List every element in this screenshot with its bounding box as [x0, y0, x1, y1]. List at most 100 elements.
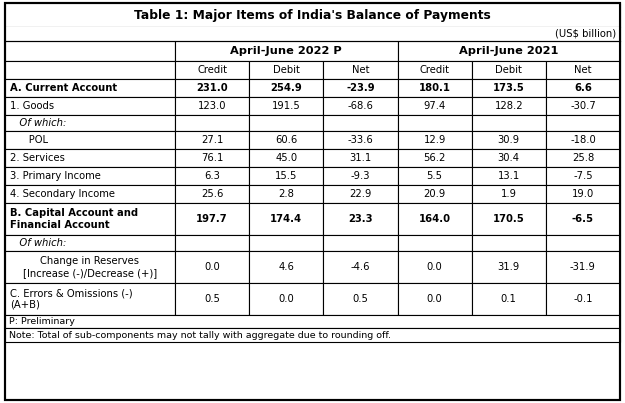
Bar	[472, 97, 546, 115]
Text: 174.4: 174.4	[270, 214, 302, 224]
Text: 197.7: 197.7	[196, 214, 228, 224]
Bar	[323, 149, 398, 167]
Bar	[175, 203, 249, 235]
Text: POL: POL	[10, 135, 48, 145]
Bar	[175, 149, 249, 167]
Bar	[175, 61, 249, 79]
Text: 13.1: 13.1	[498, 171, 520, 181]
Bar	[5, 61, 175, 79]
Text: 1. Goods: 1. Goods	[10, 101, 54, 111]
Text: April-June 2022 P: April-June 2022 P	[231, 46, 342, 56]
Text: -4.6: -4.6	[351, 262, 370, 272]
Bar	[398, 149, 472, 167]
Text: -0.1: -0.1	[573, 294, 592, 304]
Text: Net: Net	[574, 65, 592, 75]
Text: -6.5: -6.5	[572, 214, 594, 224]
Text: Debit: Debit	[272, 65, 300, 75]
Bar	[175, 41, 398, 61]
Text: 231.0: 231.0	[196, 83, 228, 93]
Text: Of which:: Of which:	[10, 118, 66, 128]
Bar	[323, 283, 398, 315]
Text: 97.4: 97.4	[424, 101, 446, 111]
Bar	[398, 235, 472, 251]
Bar	[398, 97, 472, 115]
Bar	[472, 235, 546, 251]
Bar	[546, 61, 620, 79]
Text: 23.3: 23.3	[348, 214, 372, 224]
Text: 31.1: 31.1	[349, 153, 371, 163]
Text: 56.2: 56.2	[423, 153, 446, 163]
Bar	[249, 251, 323, 283]
Bar	[472, 203, 546, 235]
Text: 170.5: 170.5	[493, 214, 524, 224]
Bar	[323, 115, 398, 131]
Text: -31.9: -31.9	[570, 262, 596, 272]
Text: 0.0: 0.0	[204, 262, 220, 272]
Bar	[249, 185, 323, 203]
Bar	[175, 167, 249, 185]
Text: 0.0: 0.0	[278, 294, 294, 304]
Bar	[5, 251, 175, 283]
Text: 31.9: 31.9	[498, 262, 520, 272]
Bar	[472, 79, 546, 97]
Bar	[398, 283, 472, 315]
Bar	[175, 131, 249, 149]
Text: 60.6: 60.6	[275, 135, 298, 145]
Bar	[249, 283, 323, 315]
Text: 0.0: 0.0	[427, 262, 442, 272]
Text: 191.5: 191.5	[272, 101, 301, 111]
Bar	[5, 235, 175, 251]
Bar	[546, 283, 620, 315]
Bar	[398, 115, 472, 131]
Text: 15.5: 15.5	[275, 171, 298, 181]
Bar	[5, 79, 175, 97]
Bar	[5, 149, 175, 167]
Text: 22.9: 22.9	[349, 189, 372, 199]
Bar	[249, 149, 323, 167]
Text: 25.8: 25.8	[572, 153, 594, 163]
Text: 27.1: 27.1	[201, 135, 223, 145]
Bar	[398, 167, 472, 185]
Text: 12.9: 12.9	[423, 135, 446, 145]
Bar	[175, 115, 249, 131]
Bar	[175, 97, 249, 115]
Bar	[323, 235, 398, 251]
Bar	[323, 167, 398, 185]
Text: 2.8: 2.8	[278, 189, 294, 199]
Text: 76.1: 76.1	[201, 153, 223, 163]
Bar	[175, 251, 249, 283]
Text: -23.9: -23.9	[346, 83, 375, 93]
Text: Note: Total of sub-components may not tally with aggregate due to rounding off.: Note: Total of sub-components may not ta…	[9, 330, 391, 339]
Bar	[398, 41, 620, 61]
Bar	[472, 131, 546, 149]
Bar	[5, 328, 620, 342]
Bar	[5, 115, 175, 131]
Bar	[5, 131, 175, 149]
Bar	[398, 79, 472, 97]
Text: (US$ billion): (US$ billion)	[555, 29, 616, 39]
Bar	[546, 235, 620, 251]
Text: P: Preliminary: P: Preliminary	[9, 317, 75, 326]
Text: 25.6: 25.6	[201, 189, 223, 199]
Bar	[175, 79, 249, 97]
Text: 2. Services: 2. Services	[10, 153, 65, 163]
Bar	[5, 97, 175, 115]
Text: 164.0: 164.0	[419, 214, 451, 224]
Bar	[546, 185, 620, 203]
Bar	[546, 131, 620, 149]
Text: April-June 2021: April-June 2021	[459, 46, 559, 56]
Bar	[472, 61, 546, 79]
Bar	[472, 185, 546, 203]
Bar	[5, 185, 175, 203]
Bar	[249, 61, 323, 79]
Bar	[472, 149, 546, 167]
Text: 6.6: 6.6	[574, 83, 592, 93]
Text: 20.9: 20.9	[424, 189, 446, 199]
Bar	[323, 97, 398, 115]
Text: Credit: Credit	[197, 65, 227, 75]
Bar	[5, 27, 620, 41]
Bar	[323, 131, 398, 149]
Bar	[546, 251, 620, 283]
Bar	[546, 149, 620, 167]
Bar	[249, 115, 323, 131]
